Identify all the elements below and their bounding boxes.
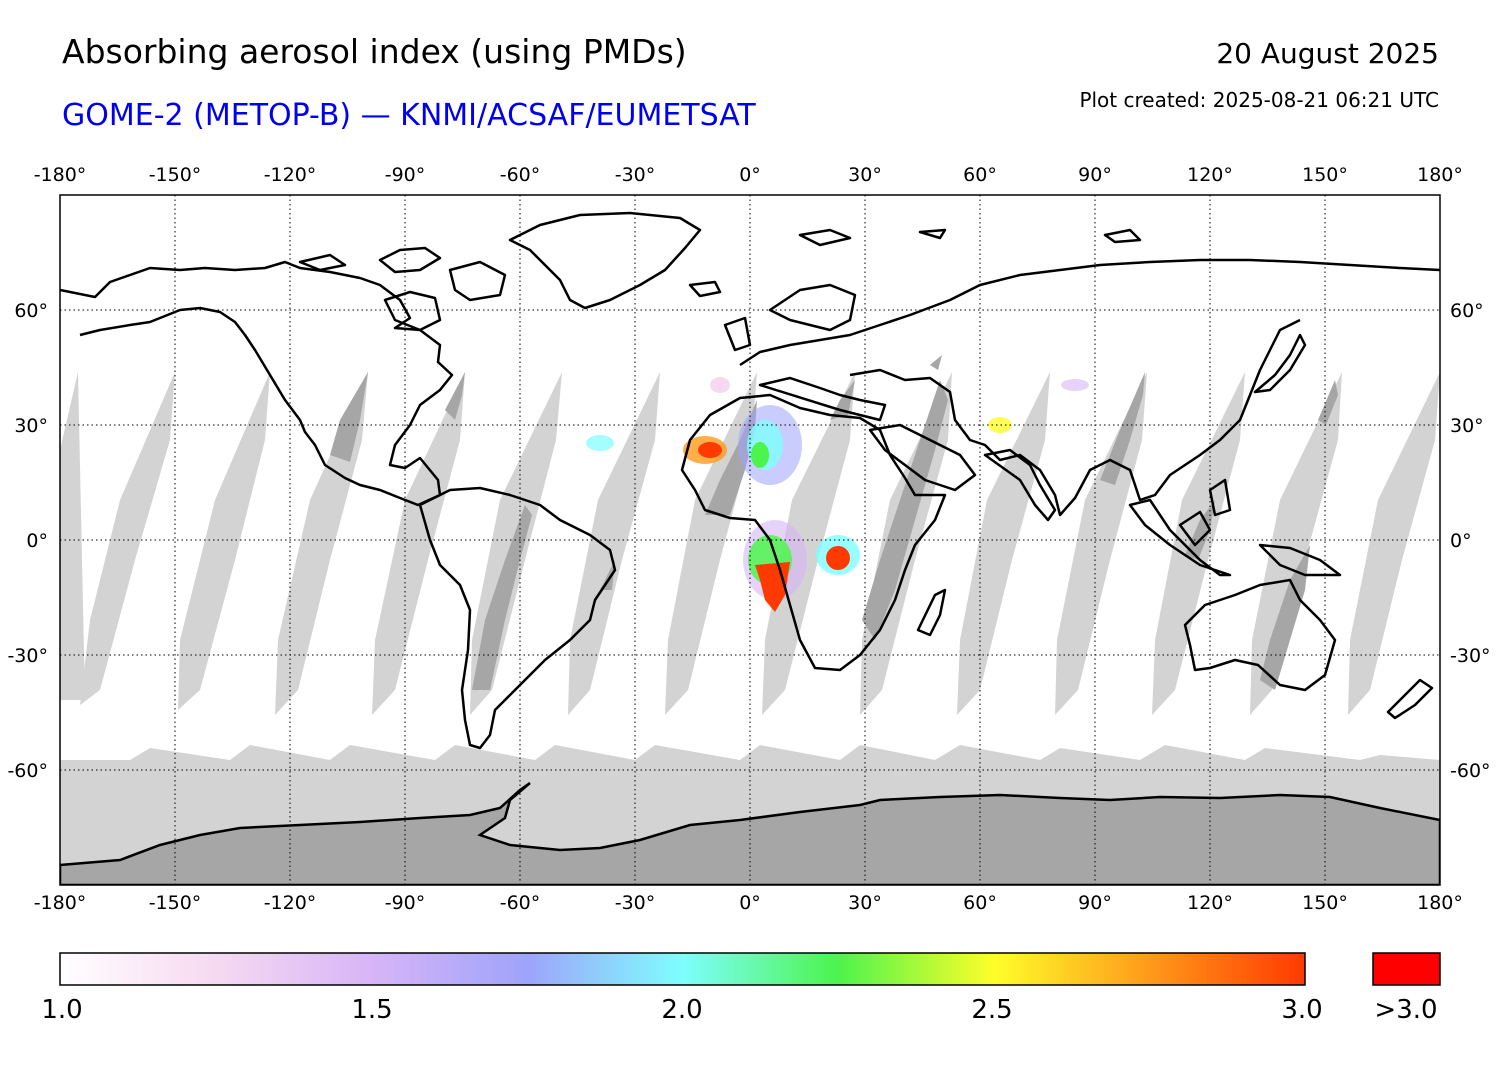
lat-tick-label: 60° xyxy=(1450,300,1484,322)
colorbar-overflow-box xyxy=(1372,952,1441,986)
lat-tick-label: 30° xyxy=(14,415,48,437)
lat-tick-label: -30° xyxy=(7,645,48,667)
map-title: Absorbing aerosol index (using PMDs) xyxy=(62,32,687,71)
lon-tick-label: -150° xyxy=(149,892,202,914)
lat-tick-label: -60° xyxy=(1450,760,1491,782)
lon-tick-label: 180° xyxy=(1417,892,1463,914)
lon-tick-label: 60° xyxy=(963,164,997,186)
lon-tick-label: 90° xyxy=(1078,892,1112,914)
lon-tick-label: -120° xyxy=(264,164,317,186)
latitude-labels-left: 60° 30° 0° -30° -60° xyxy=(7,300,48,782)
lon-tick-label: -180° xyxy=(34,892,87,914)
lon-tick-label: 0° xyxy=(739,892,761,914)
lat-tick-label: 60° xyxy=(14,300,48,322)
longitude-labels-top: -180° -150° -120° -90° -60° -30° 0° 30° 60° 90° 12… xyxy=(34,164,1463,186)
colorbar-tick-label: 1.5 xyxy=(351,995,393,1025)
lon-tick-label: -180° xyxy=(34,164,87,186)
colorbar-tick-label: 2.0 xyxy=(661,995,703,1025)
lon-tick-label: -60° xyxy=(500,892,541,914)
coastlines xyxy=(60,211,1440,750)
graticule xyxy=(60,195,1440,885)
lat-tick-label: 30° xyxy=(1450,415,1484,437)
lat-tick-label: -60° xyxy=(7,760,48,782)
lon-tick-label: -120° xyxy=(264,892,317,914)
lon-tick-label: 150° xyxy=(1302,164,1348,186)
latitude-labels-right: 60° 30° 0° -30° -60° xyxy=(1450,300,1491,782)
lon-tick-label: -90° xyxy=(385,164,426,186)
lon-tick-label: -150° xyxy=(149,164,202,186)
lon-tick-label: -30° xyxy=(615,892,656,914)
colorbar-tick-label: 3.0 xyxy=(1281,995,1323,1025)
plot-created-timestamp: Plot created: 2025-08-21 06:21 UTC xyxy=(1079,88,1439,112)
map-frame xyxy=(59,194,1441,886)
colorbar-tick-label: 2.5 xyxy=(971,995,1013,1025)
lon-tick-label: 60° xyxy=(963,892,997,914)
lon-tick-label: 0° xyxy=(739,164,761,186)
lon-tick-label: 180° xyxy=(1417,164,1463,186)
colorbar-tick-label: 1.0 xyxy=(41,995,83,1025)
lon-tick-label: -60° xyxy=(500,164,541,186)
orbit-gaps-over-land xyxy=(330,355,1338,690)
lat-tick-label: -30° xyxy=(1450,645,1491,667)
lon-tick-label: 150° xyxy=(1302,892,1348,914)
lat-tick-label: 0° xyxy=(26,530,48,552)
lon-tick-label: 120° xyxy=(1187,892,1233,914)
lon-tick-label: 30° xyxy=(848,164,882,186)
lat-tick-label: 0° xyxy=(1450,530,1472,552)
colorbar-gradient xyxy=(59,952,1306,986)
colorbar-overflow-label: >3.0 xyxy=(1374,995,1438,1025)
map-subtitle: GOME-2 (METOP-B) — KNMI/ACSAF/EUMETSAT xyxy=(62,98,756,133)
lon-tick-label: 30° xyxy=(848,892,882,914)
lon-tick-label: -30° xyxy=(615,164,656,186)
lon-tick-label: 120° xyxy=(1187,164,1233,186)
lon-tick-label: -90° xyxy=(385,892,426,914)
longitude-labels-bottom: -180° -150° -120° -90° -60° -30° 0° 30° 60° 90° 12… xyxy=(34,892,1463,914)
map-content xyxy=(60,195,1440,885)
lon-tick-label: 90° xyxy=(1078,164,1112,186)
map-date: 20 August 2025 xyxy=(1216,37,1439,70)
